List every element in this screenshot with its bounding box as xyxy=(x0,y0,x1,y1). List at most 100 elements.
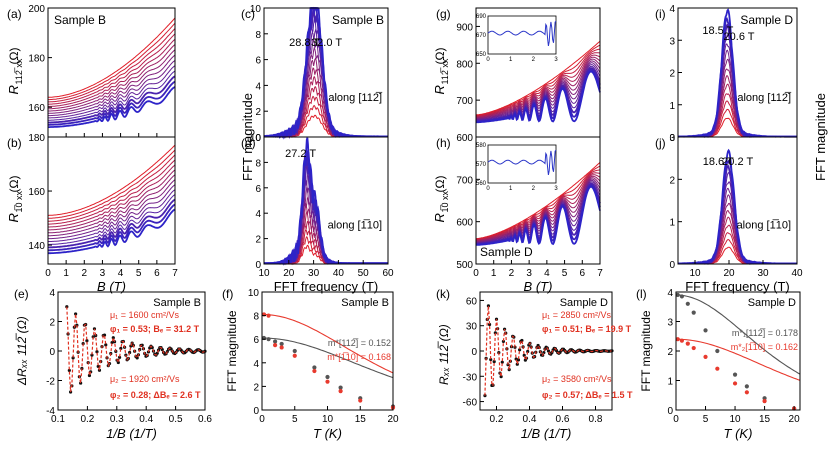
ytick-label: 1 xyxy=(669,218,675,229)
xtick-label: 7 xyxy=(172,268,178,279)
temperature-point xyxy=(703,328,708,333)
ytick-label: 4 xyxy=(255,209,261,220)
xlabel: T (K) xyxy=(313,426,342,441)
xtick-label: 30 xyxy=(308,268,320,279)
annotation: μ₁ = 2850 cm²/Vs xyxy=(542,310,611,320)
ytick-label: 500 xyxy=(456,260,473,271)
shared-ylabel: FFT magnitude xyxy=(813,93,828,181)
temperature-point xyxy=(679,294,685,299)
panel-frame-b xyxy=(47,136,176,265)
ytick-label: 800 xyxy=(456,59,473,70)
peak-label: 20.6 T xyxy=(724,31,755,43)
panel-label: (l) xyxy=(636,287,647,301)
ytick-label: -30 xyxy=(463,372,478,383)
data-point xyxy=(526,349,530,354)
xtick-label: 10 xyxy=(689,268,701,279)
data-point xyxy=(483,394,487,398)
magnetoresistance-curve xyxy=(48,38,176,107)
temperature-point xyxy=(312,365,317,370)
magnetoresistance-curve xyxy=(48,184,176,240)
ylabel: R xyxy=(432,85,447,94)
magnetoresistance-curve xyxy=(475,70,601,124)
data-point xyxy=(90,353,94,357)
magnetoresistance-curve xyxy=(475,172,601,241)
xtick-label: 20 xyxy=(789,414,801,425)
xtick-label: 3 xyxy=(526,268,532,279)
magnetoresistance-curve xyxy=(48,179,176,237)
xtick-label: 0.3 xyxy=(110,414,124,425)
magnetoresistance-curve xyxy=(475,44,601,116)
data-point xyxy=(486,304,491,308)
magnetoresistance-curve xyxy=(48,169,176,231)
annotation: φ₁ = 0.53; Bₑ = 31.2 T xyxy=(110,324,200,334)
ytick-label: 2 xyxy=(669,175,675,186)
temperature-point xyxy=(358,398,363,403)
ytick-label: 10 xyxy=(250,4,262,15)
xtick-label: 0 xyxy=(259,414,265,425)
fft-curve xyxy=(264,162,388,264)
ytick-label: 180 xyxy=(28,54,45,65)
xtick-label: 20 xyxy=(283,268,295,279)
ytick-label: 2 xyxy=(669,69,675,80)
data-point xyxy=(492,360,496,364)
panel-frame-d xyxy=(263,136,389,265)
magnetoresistance-curve xyxy=(476,178,601,243)
magnetoresistance-curve xyxy=(48,49,176,112)
magnetoresistance-curve xyxy=(48,75,176,124)
panel-label: (h) xyxy=(436,136,451,150)
magnetoresistance-curve xyxy=(476,62,601,120)
ytick-label: 4 xyxy=(667,288,673,299)
magnetoresistance-curve xyxy=(48,203,176,252)
data-point xyxy=(140,343,144,347)
temperature-point xyxy=(703,354,708,359)
lk-fit-1 xyxy=(262,313,394,374)
peak-label: 28.8 T xyxy=(289,37,320,49)
data-point xyxy=(518,348,522,352)
ytick-label: 0 xyxy=(255,260,261,271)
xtick-label: 6 xyxy=(580,268,586,279)
panel-label: (k) xyxy=(436,287,450,301)
sample-label: Sample B xyxy=(341,297,389,309)
xtick-label: 4 xyxy=(118,268,124,279)
magnetoresistance-curve xyxy=(48,174,176,234)
ylabel-indices: 112̅ xx xyxy=(14,58,24,84)
ytick-label: 0 xyxy=(667,406,673,417)
xlabel: B (T) xyxy=(97,279,126,294)
annotation: μ₂ = 3580 cm²/Vs xyxy=(542,374,612,384)
direction-label: along [1̅10] xyxy=(328,219,382,231)
peak-label: 20.2 T xyxy=(722,156,753,168)
magnetoresistance-curve xyxy=(476,177,601,242)
ylabel: R xyxy=(6,85,21,94)
xtick-label: 1 xyxy=(63,268,69,279)
magnetoresistance-curve xyxy=(48,80,176,126)
magnetoresistance-curve xyxy=(476,175,601,242)
peak-label: 18.6 T xyxy=(703,156,734,168)
fit-curve xyxy=(484,305,613,396)
data-point xyxy=(487,322,492,327)
magnetoresistance-curve xyxy=(47,44,176,110)
data-point xyxy=(119,346,123,351)
inset-xtick-label: 1 xyxy=(509,186,513,192)
temperature-point xyxy=(685,301,690,306)
magnetoresistance-curve xyxy=(476,48,601,117)
lk-fit-1 xyxy=(676,338,801,381)
temperature-point xyxy=(744,384,749,389)
xtick-label: 0.6 xyxy=(556,414,570,425)
xtick-label: 0.8 xyxy=(589,414,603,425)
inset-curve xyxy=(487,149,557,175)
temperature-point xyxy=(732,372,738,377)
direction-label: along [1̅10] xyxy=(737,219,791,231)
xtick-label: 15 xyxy=(355,414,367,425)
sample-label: Sample B xyxy=(332,13,384,27)
sample-label: Sample B xyxy=(54,13,106,27)
ytick-label: 180 xyxy=(28,133,45,144)
magnetoresistance-curve xyxy=(475,174,601,242)
fit-curve xyxy=(66,306,206,393)
xlabel: B (T) xyxy=(524,279,553,294)
xtick-label: 0.2 xyxy=(490,414,504,425)
panel-label: (e) xyxy=(14,287,29,301)
inset-ytick-label: 580 xyxy=(476,143,487,149)
ytick-label: -2 xyxy=(46,377,55,388)
shared-ylabel: FFT magnitude xyxy=(240,93,255,181)
magnetoresistance-curve xyxy=(475,40,601,116)
